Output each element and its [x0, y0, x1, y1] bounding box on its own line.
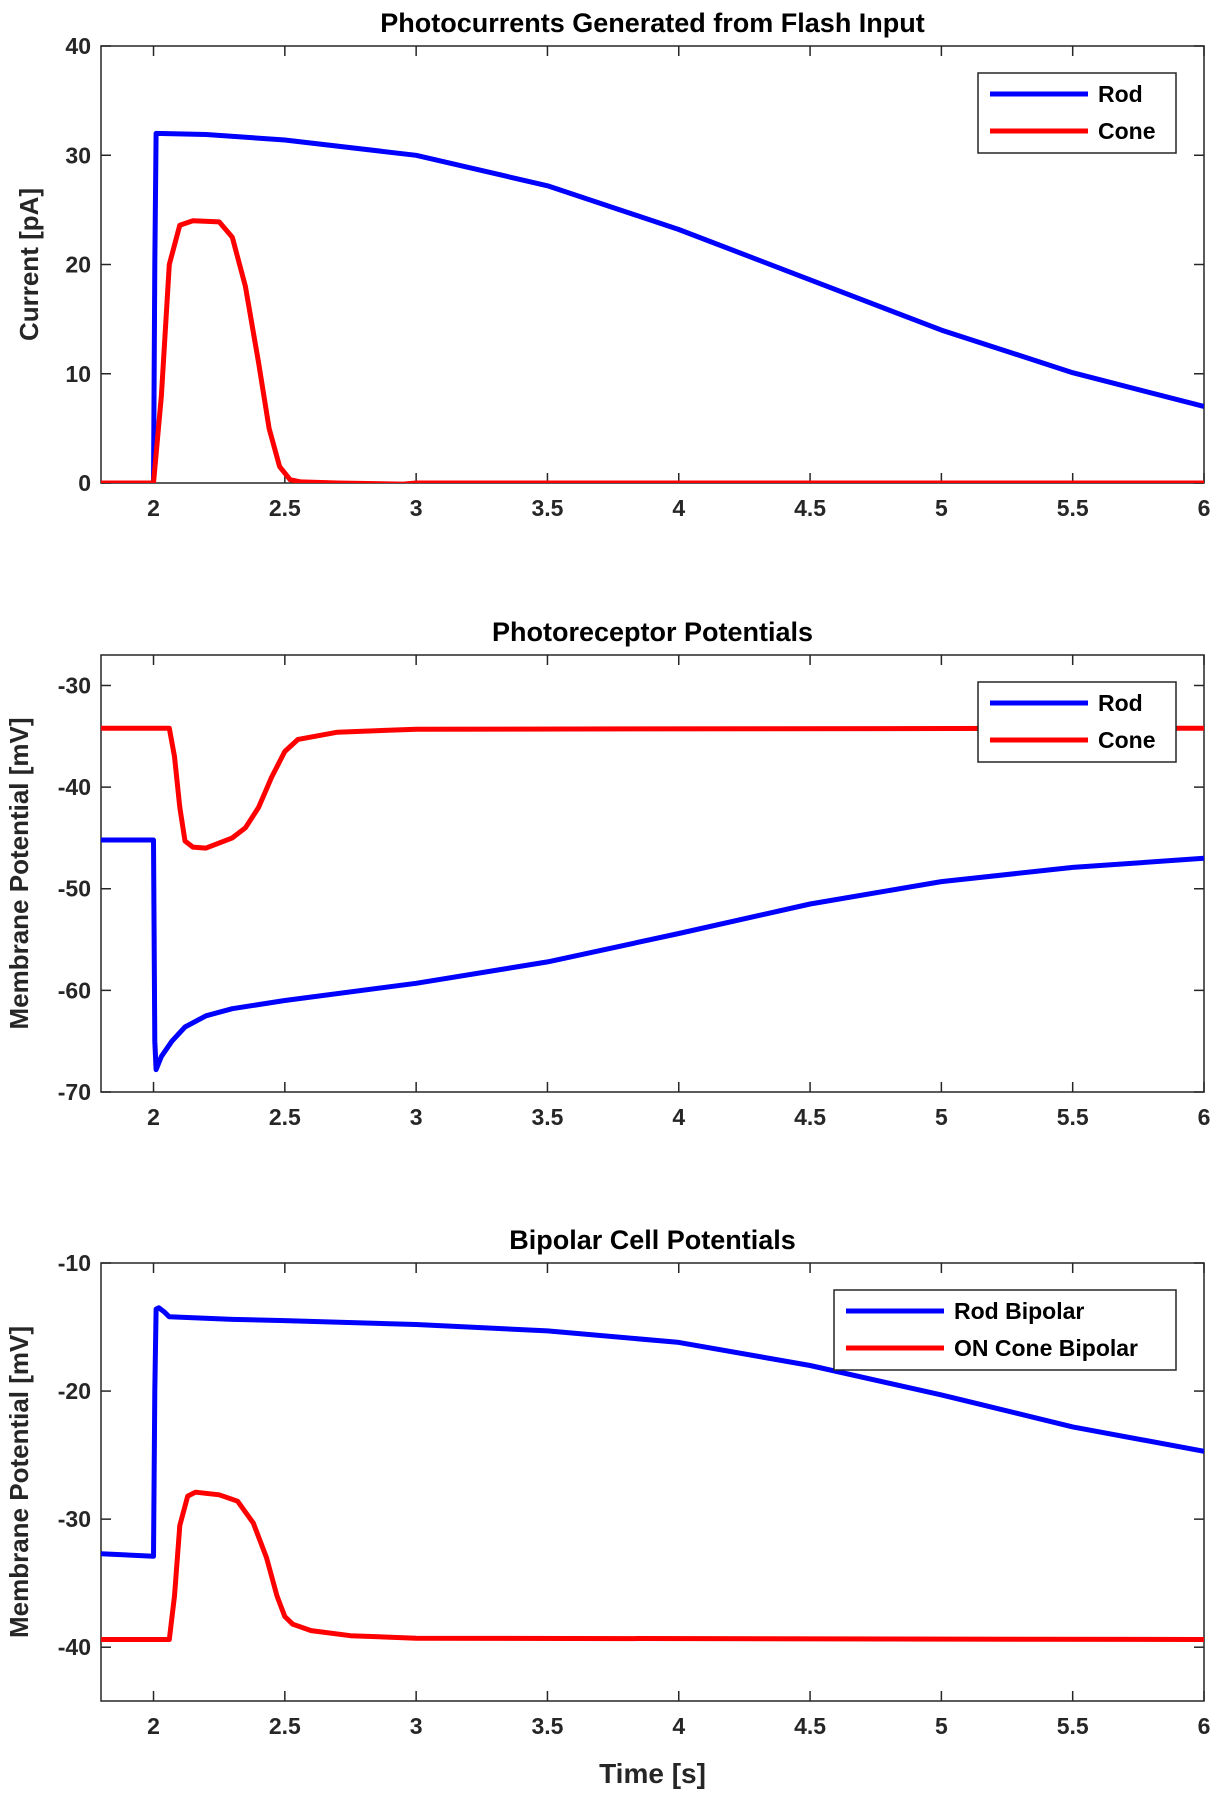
y-axis-label: Membrane Potential [mV] [4, 717, 34, 1029]
x-tick-label: 4 [672, 1713, 685, 1739]
x-tick-label: 4 [672, 495, 685, 521]
y-tick-label: -30 [58, 1506, 91, 1532]
legend: Rod Cone [977, 72, 1177, 154]
x-tick-label: 6 [1198, 1104, 1211, 1130]
x-axis-label: Time [s] [599, 1758, 706, 1789]
legend-label: Rod [1098, 81, 1143, 107]
y-tick-label: 10 [65, 361, 91, 387]
legend-box [833, 1289, 1177, 1371]
y-tick-label: -10 [58, 1250, 91, 1276]
y-tick-label: 20 [65, 252, 91, 278]
x-tick-label: 5.5 [1057, 1713, 1089, 1739]
series-line-rod [101, 130, 1204, 483]
y-axis-label: Current [pA] [14, 188, 44, 341]
x-tick-label: 5.5 [1057, 1104, 1089, 1130]
y-tick-label: -70 [58, 1079, 91, 1105]
x-tick-label: 3.5 [531, 1713, 563, 1739]
x-tick-label: 2 [147, 495, 160, 521]
legend: Rod Bipolar ON Cone Bipolar [833, 1289, 1177, 1371]
chart-title: Photocurrents Generated from Flash Input [380, 8, 925, 38]
legend-label: ON Cone Bipolar [954, 1335, 1138, 1361]
subplot-3: 2 2.5 3 3.5 4 4.5 5 5.5 6 -40 -30 -20 -10 Bipolar Cel… [4, 1225, 1210, 1789]
x-tick-label: 5 [935, 495, 948, 521]
y-tick-label: 40 [65, 33, 91, 59]
x-tick-label: 4.5 [794, 1713, 826, 1739]
x-tick-label: 3.5 [531, 495, 563, 521]
x-tick-label: 5 [935, 1713, 948, 1739]
x-tick-label: 2 [147, 1104, 160, 1130]
series-line-on-cone-bipolar [101, 1489, 1204, 1642]
series-line-cone [101, 725, 1204, 851]
y-axis-label: Membrane Potential [mV] [4, 1326, 34, 1638]
x-tick-label: 2 [147, 1713, 160, 1739]
x-tick-label: 3 [410, 1104, 423, 1130]
y-tick-label: -20 [58, 1378, 91, 1404]
x-tick-label: 5.5 [1057, 495, 1089, 521]
x-tick-label: 2.5 [269, 1104, 301, 1130]
y-tick-label: 0 [78, 470, 91, 496]
x-tick-label: 4.5 [794, 495, 826, 521]
x-tick-label: 4 [672, 1104, 685, 1130]
x-tick-label: 5 [935, 1104, 948, 1130]
y-tick-label: -40 [58, 774, 91, 800]
series-line-rod-bipolar [101, 1305, 1204, 1559]
subplot-1: 2 2.5 3 3.5 4 4.5 5 5.5 6 0 10 20 30 40 Photocurrents … [14, 8, 1210, 521]
x-tick-label: 3 [410, 495, 423, 521]
x-tick-label: 2.5 [269, 495, 301, 521]
series-line-cone [101, 218, 1204, 483]
series-line-rod [101, 837, 1204, 1073]
x-tick-label: 6 [1198, 495, 1211, 521]
y-tick-label: 30 [65, 142, 91, 168]
legend-label: Rod Bipolar [954, 1298, 1084, 1324]
chart-title: Photoreceptor Potentials [492, 617, 813, 647]
x-tick-label: 6 [1198, 1713, 1211, 1739]
x-tick-label: 4.5 [794, 1104, 826, 1130]
y-tick-label: -50 [58, 876, 91, 902]
x-tick-label: 3 [410, 1713, 423, 1739]
legend: Rod Cone [977, 681, 1177, 763]
y-tick-label: -60 [58, 977, 91, 1003]
x-tick-label: 2.5 [269, 1713, 301, 1739]
subplot-2: 2 2.5 3 3.5 4 4.5 5 5.5 6 -70 -60 -50 -40 -30 Photorec… [4, 617, 1210, 1130]
chart-title: Bipolar Cell Potentials [509, 1225, 796, 1255]
legend-label: Rod [1098, 690, 1143, 716]
x-tick-label: 3.5 [531, 1104, 563, 1130]
legend-label: Cone [1098, 118, 1156, 144]
legend-label: Cone [1098, 727, 1156, 753]
legend-box [977, 681, 1177, 763]
legend-box [977, 72, 1177, 154]
y-tick-label: -40 [58, 1634, 91, 1660]
y-tick-label: -30 [58, 672, 91, 698]
